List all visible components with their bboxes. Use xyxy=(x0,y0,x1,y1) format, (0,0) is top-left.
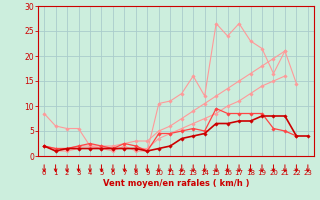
X-axis label: Vent moyen/en rafales ( km/h ): Vent moyen/en rafales ( km/h ) xyxy=(103,179,249,188)
